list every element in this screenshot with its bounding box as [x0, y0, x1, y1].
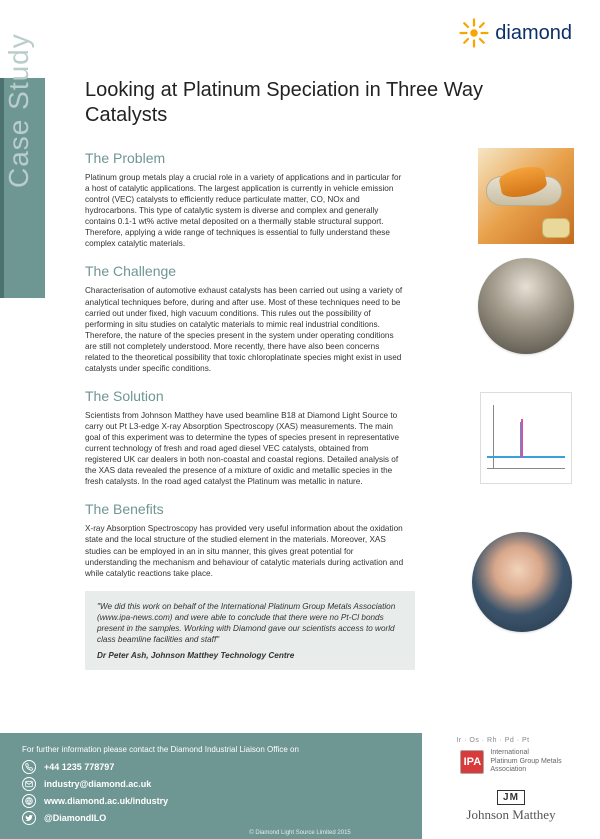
body-challenge: Characterisation of automotive exhaust c…	[85, 285, 405, 374]
footer-email-row: industry@diamond.ac.uk	[22, 777, 299, 791]
ipa-text: International Platinum Group Metals Asso…	[490, 749, 561, 773]
body-problem: Platinum group metals play a crucial rol…	[85, 172, 405, 249]
figure-xas-chart	[480, 392, 572, 484]
page: diamond Case Study Looking at Platinum S…	[0, 0, 600, 839]
ipa-elements: Ir · Os · Rh · Pd · Pt	[456, 737, 529, 744]
jm-badge: JM	[497, 790, 525, 805]
chart-area	[487, 399, 565, 477]
globe-icon	[22, 794, 36, 808]
figure-catalyst-photo	[478, 258, 574, 354]
body-benefits: X-ray Absorption Spectroscopy has provid…	[85, 523, 405, 578]
quote-attribution: Dr Peter Ash, Johnson Matthey Technology…	[97, 651, 403, 660]
phone-icon	[22, 760, 36, 774]
footer-phone-row: +44 1235 778797	[22, 760, 299, 774]
footer-twitter-row: @DiamondILO	[22, 811, 299, 825]
twitter-icon	[22, 811, 36, 825]
footer-web: www.diamond.ac.uk/industry	[44, 796, 168, 806]
jm-name: Johnson Matthey	[466, 807, 555, 823]
footer-web-row: www.diamond.ac.uk/industry	[22, 794, 299, 808]
heading-benefits: The Benefits	[85, 501, 565, 517]
footer-heading: For further information please contact t…	[22, 745, 299, 754]
quote-text: "We did this work on behalf of the Inter…	[97, 601, 403, 645]
sunburst-icon	[459, 18, 489, 48]
footer-email: industry@diamond.ac.uk	[44, 779, 151, 789]
figure-portrait	[472, 532, 572, 632]
copyright: © Diamond Light Source Limited 2015	[249, 830, 350, 836]
quote-box: "We did this work on behalf of the Inter…	[85, 591, 415, 670]
ipa-line1: International	[490, 749, 561, 757]
body-solution: Scientists from Johnson Matthey have use…	[85, 410, 405, 487]
brand-name: diamond	[495, 22, 572, 45]
ipa-line3: Association	[490, 766, 561, 774]
figure-catalyst-cutaway	[478, 148, 574, 244]
ipa-line2: Platinum Group Metals	[490, 758, 561, 766]
email-icon	[22, 777, 36, 791]
ipa-badge: IPA	[460, 750, 484, 774]
side-tab-label: Case Study	[3, 33, 35, 188]
footer-partner-logos: Ir · Os · Rh · Pd · Pt IPA International…	[422, 733, 600, 839]
ipa-logo: Ir · Os · Rh · Pd · Pt IPA International…	[460, 749, 561, 773]
page-title: Looking at Platinum Speciation in Three …	[85, 78, 565, 128]
side-tab: Case Study	[0, 78, 45, 298]
footer-twitter: @DiamondILO	[44, 813, 106, 823]
brand-logo: diamond	[459, 18, 572, 48]
footer: For further information please contact t…	[0, 733, 600, 839]
footer-contact: For further information please contact t…	[22, 745, 299, 828]
footer-phone: +44 1235 778797	[44, 762, 114, 772]
jm-logo: JM Johnson Matthey	[466, 787, 555, 823]
